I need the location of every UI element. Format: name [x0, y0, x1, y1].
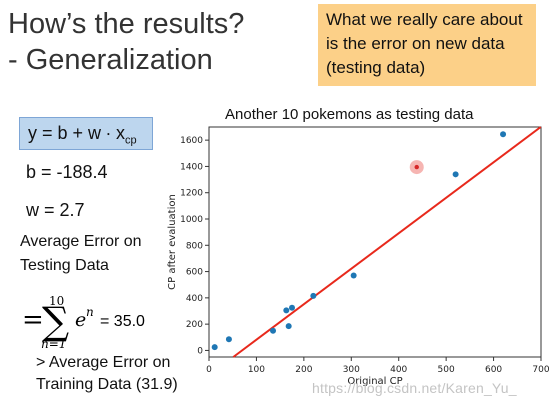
- chart-title: Another 10 pokemons as testing data: [225, 106, 474, 123]
- data-point: [350, 272, 357, 279]
- sum-formula: = 10 ∑ n=1 e n = 35.0: [22, 294, 145, 351]
- sum-lower: n=1: [41, 337, 66, 351]
- regression-group: [232, 126, 542, 358]
- y-tick-label: 600: [186, 268, 203, 278]
- y-tick-label: 400: [186, 294, 203, 304]
- data-point: [225, 336, 232, 343]
- y-tick-label: 800: [186, 241, 203, 251]
- x-axis-label: Original CP: [347, 376, 402, 387]
- slide-title-line2: - Generalization: [8, 44, 213, 76]
- x-tick-label: 500: [438, 365, 455, 375]
- model-formula: y = b + w ∙ xcp: [19, 117, 153, 150]
- x-tick-label: 700: [532, 365, 549, 375]
- data-point: [270, 327, 277, 334]
- x-tick-label: 0: [206, 365, 212, 375]
- avg-error-line1: Average Error on: [20, 233, 142, 250]
- x-tick-label: 600: [485, 365, 502, 375]
- points-group: [211, 131, 507, 351]
- y-tick-label: 200: [186, 320, 203, 330]
- data-point: [285, 323, 292, 330]
- training-line1: > Average Error on: [36, 354, 171, 371]
- formula-main: y = b + w ∙ x: [28, 123, 126, 143]
- formula-subscript: cp: [125, 134, 137, 147]
- y-tick-label: 1600: [180, 136, 203, 146]
- slide-title: How’s the results? - Generalization: [8, 6, 244, 78]
- param-w: w = 2.7: [26, 200, 85, 220]
- data-point: [452, 171, 459, 178]
- y-tick-label: 1000: [180, 215, 203, 225]
- sum-value: = 35.0: [100, 313, 145, 330]
- callout-box: What we really care about is the error o…: [318, 4, 536, 86]
- data-point: [211, 344, 218, 351]
- x-tick-label: 300: [343, 365, 360, 375]
- sigma-icon: ∑: [42, 299, 69, 343]
- x-tick-label: 400: [390, 365, 407, 375]
- data-point: [500, 131, 507, 138]
- data-point: [283, 307, 290, 314]
- y-tick-label: 0: [197, 346, 203, 356]
- training-error-comparison: > Average Error on Training Data (31.9): [36, 352, 178, 396]
- avg-error-label: Average Error on Testing Data: [20, 230, 142, 278]
- plot-frame: [208, 126, 542, 358]
- x-tick-label: 200: [295, 365, 312, 375]
- data-point: [289, 304, 295, 311]
- sum-equals: =: [22, 305, 44, 335]
- sum-term-exp: n: [86, 305, 94, 319]
- avg-error-line2: Testing Data: [20, 257, 109, 274]
- x-tick-label: 100: [248, 365, 265, 375]
- regression-line: [232, 126, 542, 358]
- y-tick-label: 1200: [180, 189, 203, 199]
- labels-group: 0 100 200 300 400 500 600 700 0 200 400 600 800 1000 1…: [167, 136, 550, 387]
- watermark: https://blog.csdn.net/Karen_Yu_: [312, 380, 517, 396]
- y-tick-label: 1400: [180, 162, 203, 172]
- slide-title-line1: How’s the results?: [8, 8, 245, 40]
- y-axis-label: CP after evaluation: [167, 194, 178, 290]
- training-line2: Training Data (31.9): [36, 376, 178, 393]
- callout-text: What we really care about is the error o…: [326, 10, 523, 77]
- axes-group: [205, 126, 542, 361]
- sum-term: e: [75, 309, 86, 331]
- param-b: b = -188.4: [26, 162, 108, 182]
- data-point: [310, 292, 317, 299]
- sum-upper: 10: [49, 294, 64, 308]
- outlier-point: [414, 164, 419, 170]
